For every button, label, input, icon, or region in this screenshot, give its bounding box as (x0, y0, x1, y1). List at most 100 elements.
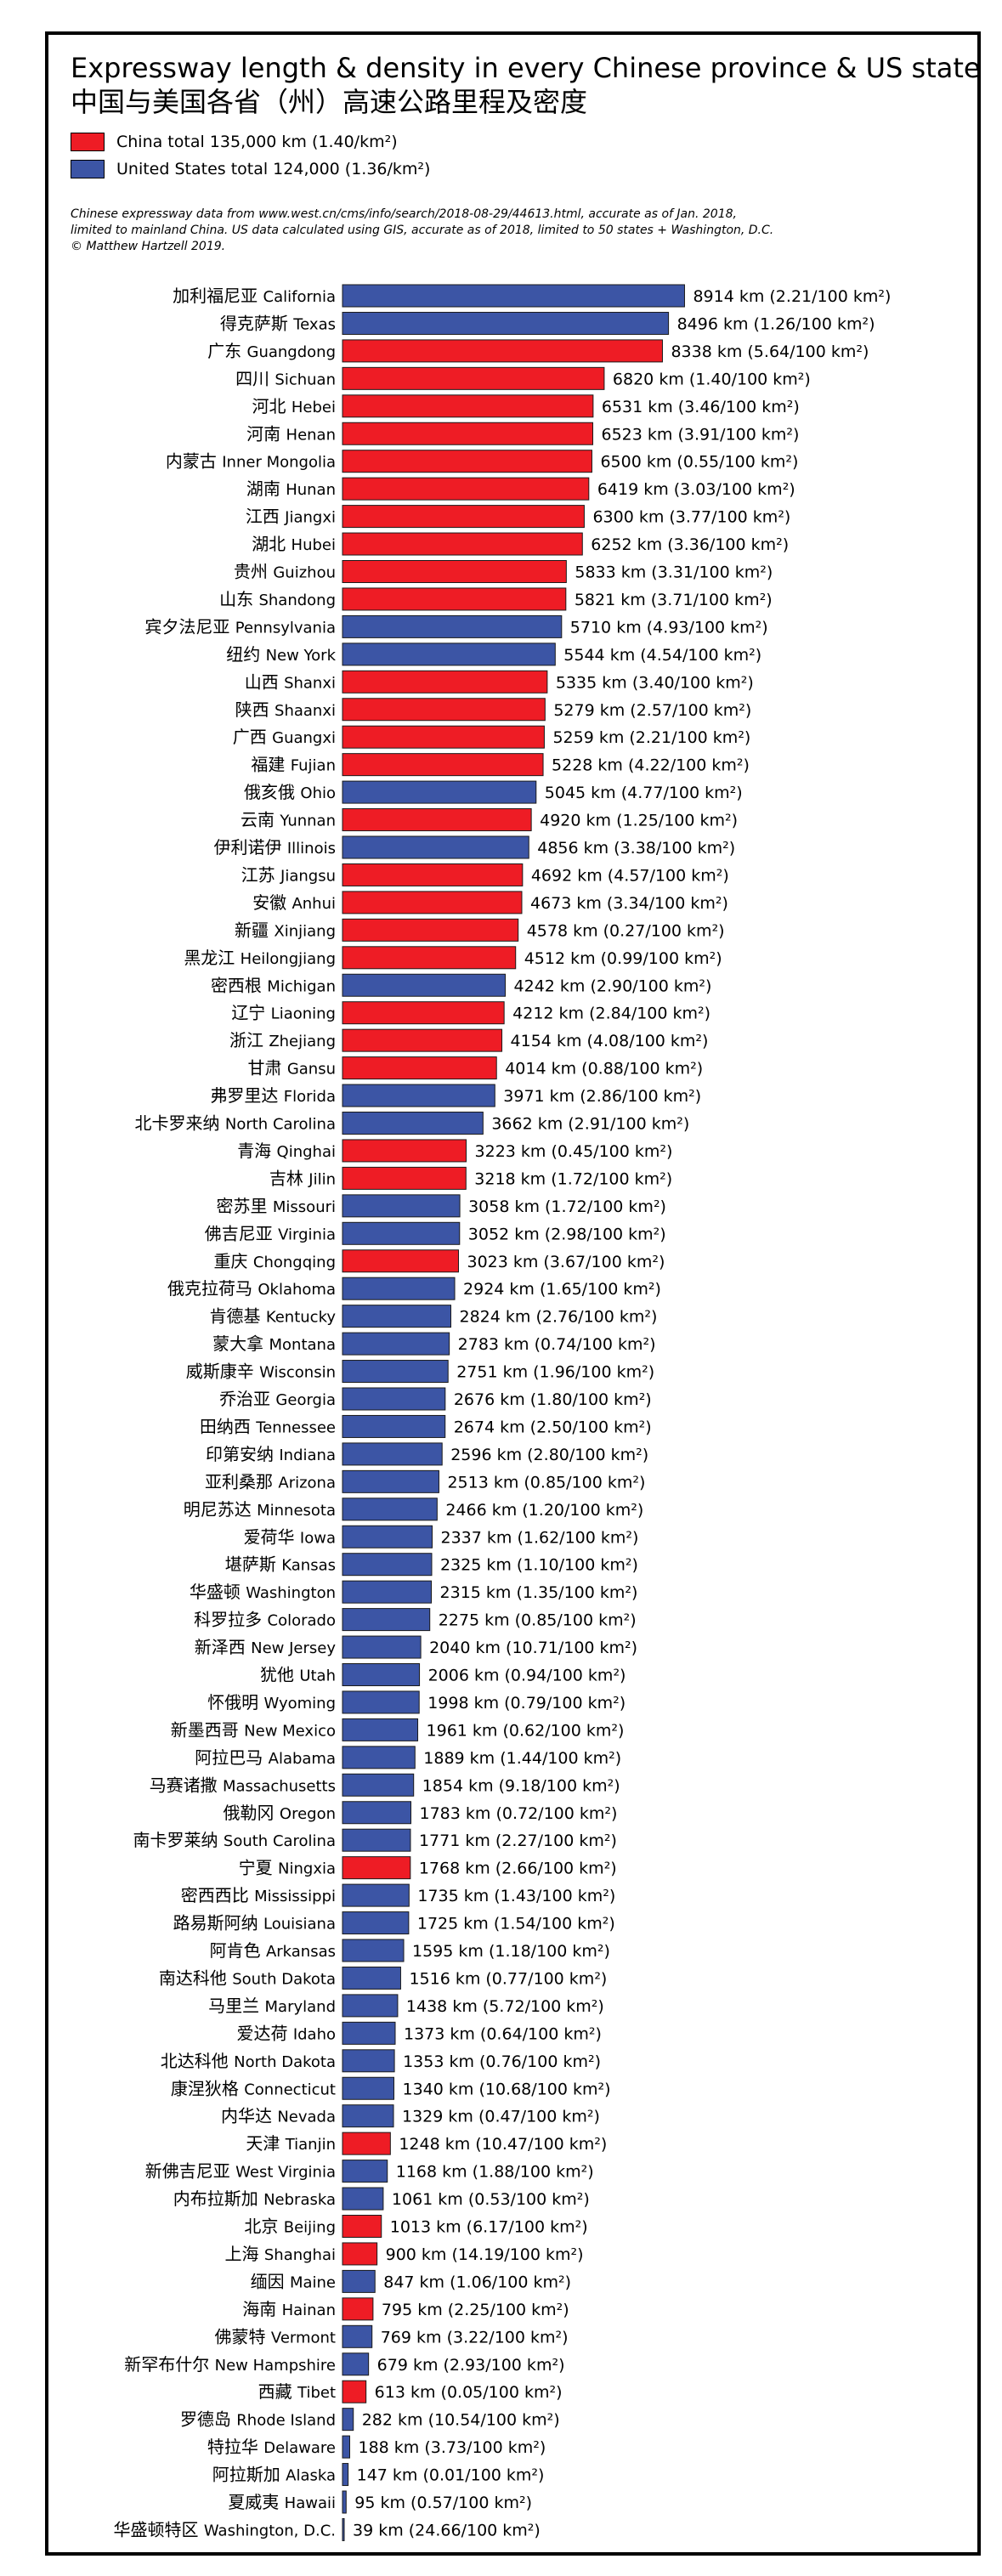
bar-shanghai (342, 2242, 378, 2266)
bar-value-virginia: 3052 km (2.98/100 km²) (468, 1225, 666, 1243)
bar-ohio (342, 780, 537, 804)
bar-value-heilongjiang: 4512 km (0.99/100 km²) (524, 949, 722, 968)
bar-label-south-dakota: 南达科他 South Dakota (159, 1967, 336, 1988)
bar-value-beijing: 1013 km (6.17/100 km²) (390, 2218, 588, 2237)
bar-texas (342, 311, 670, 335)
bar-label-shaanxi: 陕西 Shaanxi (235, 699, 336, 720)
bar-label-california: 加利福尼亚 California (173, 286, 336, 306)
bar-value-chongqing: 3023 km (3.67/100 km²) (467, 1253, 665, 1271)
bar-value-rhode-island: 282 km (10.54/100 km²) (362, 2411, 560, 2430)
bar-label-idaho: 爱达荷 Idaho (236, 2023, 336, 2043)
bar-vermont (342, 2324, 373, 2348)
bar-nebraska (342, 2187, 384, 2211)
bar-massachusetts (342, 1773, 415, 1797)
bar-value-minnesota: 2466 km (1.20/100 km²) (445, 1501, 643, 1520)
bar-label-xinjiang: 新疆 Xinjiang (235, 920, 336, 940)
bar-label-gansu: 甘肃 Gansu (247, 1058, 336, 1079)
bar-label-chongqing: 重庆 Chongqing (214, 1251, 336, 1271)
bar-label-oklahoma: 俄克拉荷马 Oklahoma (167, 1278, 336, 1299)
bar-value-ningxia: 1768 km (2.66/100 km²) (419, 1860, 617, 1878)
bar-new-york (342, 643, 556, 666)
bar-value-new-jersey: 2040 km (10.71/100 km²) (429, 1639, 637, 1657)
chart-title: Expressway length & density in every Chi… (71, 52, 981, 84)
bar-label-hebei: 河北 Hebei (252, 396, 336, 416)
bar-value-zhejiang: 4154 km (4.08/100 km²) (511, 1032, 709, 1050)
bar-value-hainan: 795 km (2.25/100 km²) (382, 2301, 569, 2319)
bar-minnesota (342, 1497, 438, 1521)
bar-label-maryland: 马里兰 Maryland (208, 1996, 336, 2016)
bar-label-henan: 河南 Henan (246, 423, 336, 444)
bar-value-arkansas: 1595 km (1.18/100 km²) (412, 1942, 610, 1961)
bar-label-jiangsu: 江苏 Jiangsu (241, 864, 336, 885)
bar-indiana (342, 1442, 443, 1466)
bar-value-iowa: 2337 km (1.62/100 km²) (441, 1528, 639, 1547)
bar-value-mississippi: 1735 km (1.43/100 km²) (417, 1887, 615, 1905)
bar-california (342, 284, 685, 308)
bar-label-louisiana: 路易斯阿纳 Louisiana (173, 1913, 336, 1933)
bar-label-beijing: 北京 Beijing (244, 2216, 336, 2237)
bar-label-nevada: 内华达 Nevada (221, 2106, 336, 2126)
bar-shaanxi (342, 698, 546, 722)
bar-north-dakota (342, 2049, 395, 2073)
bar-value-missouri: 3058 km (1.72/100 km²) (468, 1197, 666, 1216)
bar-label-nebraska: 内布拉斯加 Nebraska (173, 2188, 336, 2209)
bar-connecticut (342, 2076, 395, 2100)
bar-label-massachusetts: 马赛诸撒 Massachusetts (150, 1775, 336, 1795)
bar-value-north-carolina: 3662 km (2.91/100 km²) (491, 1115, 689, 1134)
bar-value-vermont: 769 km (3.22/100 km²) (381, 2328, 569, 2347)
bar-wyoming (342, 1690, 420, 1714)
bar-rhode-island (342, 2408, 354, 2432)
bar-value-shanxi: 5335 km (3.40/100 km²) (556, 673, 754, 692)
bar-label-qinghai: 青海 Qinghai (237, 1141, 336, 1161)
bar-value-south-carolina: 1771 km (2.27/100 km²) (419, 1832, 617, 1850)
bar-value-washington-d-c: 39 km (24.66/100 km²) (353, 2521, 541, 2539)
bar-value-maine: 847 km (1.06/100 km²) (383, 2273, 571, 2291)
bar-label-virginia: 佛吉尼亚 Virginia (205, 1223, 336, 1243)
source-note-line-2: limited to mainland China. US data calcu… (71, 224, 774, 237)
bar-tianjin (342, 2132, 391, 2155)
bar-hubei (342, 532, 583, 556)
bar-label-michigan: 密西根 Michigan (211, 975, 336, 995)
bar-value-tianjin: 1248 km (10.47/100 km²) (399, 2135, 607, 2154)
bar-hawaii (342, 2490, 347, 2514)
bar-south-dakota (342, 1966, 401, 1990)
bar-label-hunan: 湖南 Hunan (246, 478, 336, 499)
bar-value-wisconsin: 2751 km (1.96/100 km²) (456, 1363, 654, 1382)
bar-tennessee (342, 1414, 446, 1438)
bar-value-shaanxi: 5279 km (2.57/100 km²) (553, 701, 751, 720)
bar-inner-mongolia (342, 450, 592, 473)
bar-value-idaho: 1373 km (0.64/100 km²) (404, 2024, 602, 2043)
bar-value-alabama: 1889 km (1.44/100 km²) (423, 1749, 621, 1768)
bar-label-fujian: 福建 Fujian (251, 755, 336, 775)
bar-value-west-virginia: 1168 km (1.88/100 km²) (396, 2163, 594, 2182)
bar-value-jilin: 3218 km (1.72/100 km²) (474, 1169, 672, 1188)
bar-label-new-hampshire: 新罕布什尔 New Hampshire (124, 2354, 336, 2375)
bar-label-yunnan: 云南 Yunnan (241, 810, 336, 830)
bar-label-washington-d-c: 华盛顿特区 Washington, D.C. (114, 2519, 336, 2539)
bar-value-pennsylvania: 5710 km (4.93/100 km²) (570, 618, 768, 637)
bar-value-delaware: 188 km (3.73/100 km²) (358, 2438, 546, 2457)
bar-value-shandong: 5821 km (3.71/100 km²) (575, 591, 773, 609)
bar-hebei (342, 394, 594, 418)
bar-label-new-mexico: 新墨西哥 New Mexico (171, 1719, 336, 1740)
bar-label-zhejiang: 浙江 Zhejiang (229, 1030, 336, 1050)
bar-value-new-hampshire: 679 km (2.93/100 km²) (377, 2356, 565, 2375)
bar-tibet (342, 2380, 367, 2403)
source-note-line-1: Chinese expressway data from www.west.cn… (71, 207, 737, 221)
bar-label-guangxi: 广西 Guangxi (233, 727, 336, 747)
bar-value-yunnan: 4920 km (1.25/100 km²) (540, 812, 738, 830)
bar-value-kentucky: 2824 km (2.76/100 km²) (460, 1308, 658, 1327)
bar-chongqing (342, 1249, 459, 1273)
bar-new-mexico (342, 1718, 419, 1741)
bar-nevada (342, 2104, 394, 2128)
bar-label-kansas: 堪萨斯 Kansas (225, 1554, 336, 1575)
bar-maine (342, 2269, 376, 2293)
bar-label-guizhou: 贵州 Guizhou (234, 562, 336, 582)
bar-value-wyoming: 1998 km (0.79/100 km²) (427, 1694, 626, 1713)
bar-label-hubei: 湖北 Hubei (252, 534, 336, 554)
bar-guizhou (342, 560, 567, 583)
bar-label-wisconsin: 威斯康辛 Wisconsin (186, 1362, 336, 1382)
bar-value-alaska: 147 km (0.01/100 km²) (357, 2466, 545, 2485)
bar-label-montana: 蒙大拿 Montana (212, 1333, 336, 1354)
bar-value-hunan: 6419 km (3.03/100 km²) (597, 480, 795, 499)
